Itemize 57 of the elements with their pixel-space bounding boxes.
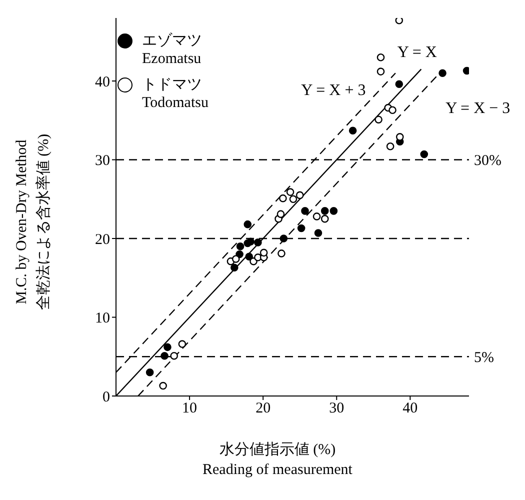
point — [420, 150, 428, 158]
point — [314, 229, 322, 237]
y-tick-label: 30 — [95, 153, 110, 170]
x-tick-label: 20 — [256, 400, 271, 417]
point — [159, 382, 167, 390]
point — [278, 250, 286, 258]
legend-label: エゾマツ Ezomatsu — [142, 32, 202, 68]
point — [348, 126, 357, 135]
x-tick-label: 30 — [329, 400, 344, 417]
point — [160, 352, 168, 360]
point — [396, 133, 404, 141]
series-label: Y = X — [397, 44, 438, 62]
point — [260, 248, 268, 257]
point — [276, 210, 285, 218]
point — [236, 242, 244, 250]
point — [289, 195, 298, 204]
point — [279, 194, 287, 202]
point — [244, 220, 252, 228]
point — [297, 224, 306, 232]
y-axis-title: M.C. by Oven-Dry Method 全乾法による含水率値 (%) — [14, 134, 52, 310]
point — [395, 80, 404, 88]
x-tick-label: 40 — [402, 400, 418, 417]
point — [146, 368, 154, 376]
point — [376, 68, 385, 76]
point — [395, 18, 404, 24]
point — [301, 207, 309, 215]
point — [245, 252, 254, 261]
point — [254, 238, 262, 246]
x-tick-label: 10 — [182, 400, 198, 417]
point — [320, 214, 329, 223]
point — [438, 69, 446, 78]
point — [280, 234, 288, 242]
point — [164, 343, 172, 352]
y-tick-label: 10 — [95, 310, 110, 327]
legend-label: トドマツ Todomatsu — [142, 76, 208, 112]
point — [296, 191, 304, 200]
point — [286, 188, 294, 196]
point — [178, 340, 186, 348]
y-tick-label: 20 — [95, 232, 110, 248]
point — [388, 106, 396, 114]
y-tick-label: 0 — [102, 389, 110, 406]
point — [374, 116, 382, 124]
x-axis-title: 水分値指示値 (%) Reading of measurement — [202, 441, 354, 478]
y-tick-label: 40 — [95, 74, 110, 90]
point — [320, 207, 329, 215]
point — [376, 53, 385, 62]
point — [246, 238, 254, 246]
point — [386, 142, 394, 150]
ref-line-label: 5% — [474, 350, 494, 366]
series-label: Y = X − 3 — [446, 100, 510, 118]
point — [330, 207, 338, 215]
point — [170, 352, 178, 360]
series-label: Y = X + 3 — [301, 82, 366, 100]
ref-line-label: 30% — [474, 153, 502, 170]
point — [312, 212, 321, 220]
point — [230, 264, 238, 272]
point — [232, 255, 240, 263]
